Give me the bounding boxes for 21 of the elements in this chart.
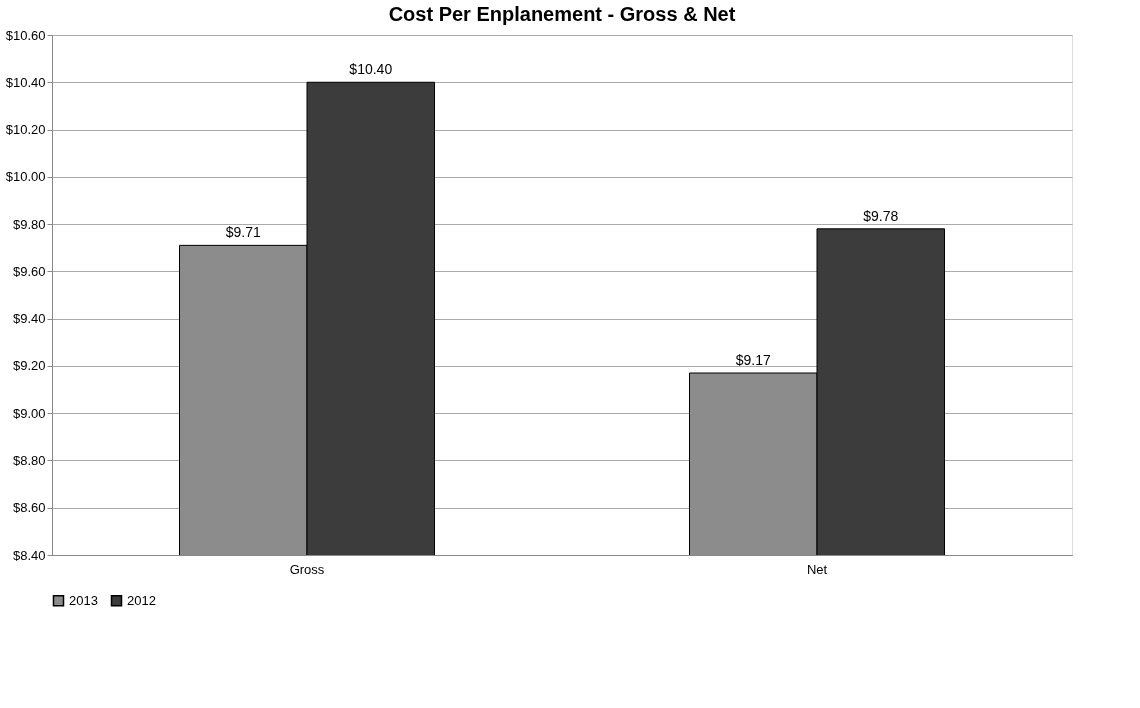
y-tick-label: $10.40 (5, 74, 46, 90)
data-label: $10.40 (349, 61, 393, 78)
legend-label: 2013 (69, 592, 98, 608)
data-label: $9.78 (863, 207, 899, 224)
y-tick-label: $9.20 (12, 358, 46, 374)
x-tick-label: Net (806, 561, 828, 577)
y-tick-label: $8.60 (12, 500, 46, 516)
y-tick-label: $8.80 (12, 452, 46, 468)
y-tick-label: $9.80 (12, 216, 46, 232)
x-tick-label: Gross (289, 561, 325, 577)
chart-title: Cost Per Enplanement - Gross & Net (388, 3, 736, 25)
y-tick-label: $8.40 (12, 547, 46, 563)
y-tick-label: $10.00 (5, 169, 46, 185)
data-label: $9.71 (225, 224, 261, 241)
data-label: $9.17 (735, 352, 771, 368)
y-tick-label: $9.60 (12, 263, 46, 279)
y-tick-label: $9.00 (12, 405, 46, 421)
y-tick-label: $10.60 (5, 27, 46, 43)
y-tick-label: $10.20 (5, 122, 46, 138)
y-tick-label: $9.40 (12, 311, 46, 327)
legend-label: 2012 (127, 592, 156, 608)
